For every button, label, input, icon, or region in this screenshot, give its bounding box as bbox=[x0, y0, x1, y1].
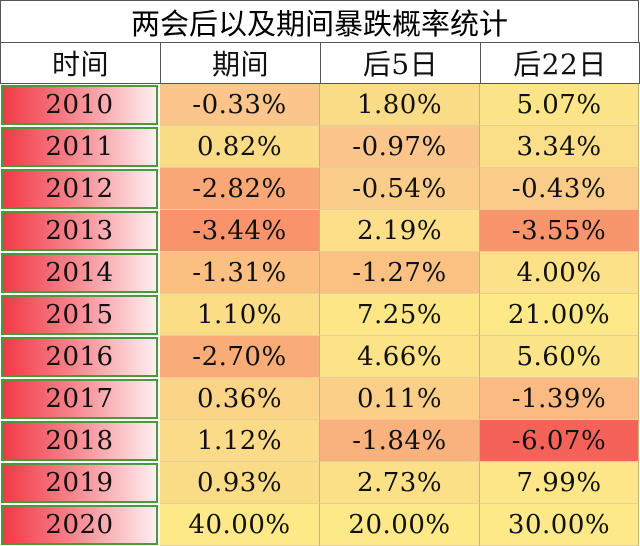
year-cell: 2017 bbox=[1, 379, 158, 419]
table-row: 2020 40.00% 20.00% 30.00% bbox=[0, 504, 639, 546]
after5-cell: -1.27% bbox=[320, 252, 480, 294]
year-cell: 2019 bbox=[1, 463, 158, 503]
after22-cell: 30.00% bbox=[480, 504, 639, 546]
year-cell: 2018 bbox=[1, 421, 158, 461]
header-after22: 后22日 bbox=[480, 42, 640, 84]
year-cell: 2012 bbox=[1, 169, 158, 209]
year-cell: 2014 bbox=[1, 253, 158, 293]
year-cell: 2015 bbox=[1, 295, 158, 335]
during-cell: 0.82% bbox=[160, 126, 320, 168]
after22-cell: 21.00% bbox=[480, 294, 639, 336]
during-cell: -1.31% bbox=[160, 252, 320, 294]
after22-cell: 5.07% bbox=[480, 84, 639, 126]
table-title: 两会后以及期间暴跌概率统计 bbox=[0, 0, 639, 42]
after22-cell: 4.00% bbox=[480, 252, 639, 294]
after5-cell: -1.84% bbox=[320, 420, 480, 462]
table-row: 2010 -0.33% 1.80% 5.07% bbox=[0, 84, 639, 126]
after5-cell: 1.80% bbox=[320, 84, 480, 126]
year-cell: 2016 bbox=[1, 337, 158, 377]
table-row: 2015 1.10% 7.25% 21.00% bbox=[0, 294, 639, 336]
year-cell: 2011 bbox=[1, 127, 158, 167]
after5-cell: -0.54% bbox=[320, 168, 480, 210]
table-row: 2016 -2.70% 4.66% 5.60% bbox=[0, 336, 639, 378]
after22-cell: 3.34% bbox=[480, 126, 639, 168]
table-row: 2014 -1.31% -1.27% 4.00% bbox=[0, 252, 639, 294]
after5-cell: 2.73% bbox=[320, 462, 480, 504]
after5-cell: -0.97% bbox=[320, 126, 480, 168]
table-row: 2018 1.12% -1.84% -6.07% bbox=[0, 420, 639, 462]
after22-cell: -0.43% bbox=[480, 168, 639, 210]
during-cell: -2.82% bbox=[160, 168, 320, 210]
after5-cell: 20.00% bbox=[320, 504, 480, 546]
after22-cell: -6.07% bbox=[480, 420, 639, 462]
table-row: 2011 0.82% -0.97% 3.34% bbox=[0, 126, 639, 168]
header-row: 时间 期间 后5日 后22日 bbox=[0, 42, 640, 84]
after22-cell: -1.39% bbox=[480, 378, 639, 420]
header-after5: 后5日 bbox=[320, 42, 481, 84]
table-row: 2017 0.36% 0.11% -1.39% bbox=[0, 378, 639, 420]
during-cell: 1.12% bbox=[160, 420, 320, 462]
after5-cell: 4.66% bbox=[320, 336, 480, 378]
header-time: 时间 bbox=[0, 42, 161, 84]
year-cell: 2020 bbox=[1, 505, 158, 545]
year-cell: 2010 bbox=[1, 85, 158, 125]
header-during: 期间 bbox=[160, 42, 321, 84]
after22-cell: 5.60% bbox=[480, 336, 639, 378]
after22-cell: -3.55% bbox=[480, 210, 639, 252]
after22-cell: 7.99% bbox=[480, 462, 639, 504]
during-cell: -3.44% bbox=[160, 210, 320, 252]
during-cell: -2.70% bbox=[160, 336, 320, 378]
after5-cell: 0.11% bbox=[320, 378, 480, 420]
year-cell: 2013 bbox=[1, 211, 158, 251]
during-cell: -0.33% bbox=[160, 84, 320, 126]
after5-cell: 7.25% bbox=[320, 294, 480, 336]
during-cell: 0.36% bbox=[160, 378, 320, 420]
table-row: 2012 -2.82% -0.54% -0.43% bbox=[0, 168, 639, 210]
during-cell: 1.10% bbox=[160, 294, 320, 336]
table-body: 2010 -0.33% 1.80% 5.07% 2011 0.82% -0.97% 3.34%… bbox=[0, 84, 639, 546]
table-row: 2019 0.93% 2.73% 7.99% bbox=[0, 462, 639, 504]
after5-cell: 2.19% bbox=[320, 210, 480, 252]
during-cell: 0.93% bbox=[160, 462, 320, 504]
table-row: 2013 -3.44% 2.19% -3.55% bbox=[0, 210, 639, 252]
during-cell: 40.00% bbox=[160, 504, 320, 546]
